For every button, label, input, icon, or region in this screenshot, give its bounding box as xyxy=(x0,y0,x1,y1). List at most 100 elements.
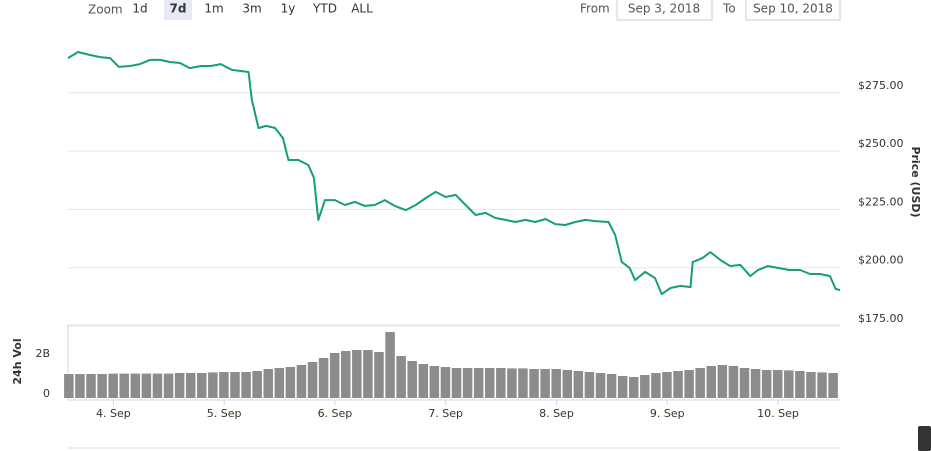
x-tick-label: 5. Sep xyxy=(207,407,242,420)
volume-bar xyxy=(761,370,772,398)
volume-bar xyxy=(274,368,285,398)
volume-bar xyxy=(352,350,362,398)
y-tick-label: 2B xyxy=(35,347,50,360)
volume-bar xyxy=(329,353,340,398)
range-selector: Zoom From Sep 3, 2018 To Sep 10, 2018 1d… xyxy=(88,0,841,21)
y-tick-label: $250.00 xyxy=(858,137,904,150)
x-tick-label: 4. Sep xyxy=(96,407,131,420)
x-tick-label: 8. Sep xyxy=(539,407,574,420)
volume-bar xyxy=(662,372,672,398)
volume-bar xyxy=(429,366,440,398)
zoom-button[interactable]: 3m xyxy=(238,0,266,20)
volume-bar xyxy=(728,366,739,398)
volume-bar xyxy=(230,372,240,398)
volume-bar xyxy=(540,369,550,398)
volume-bar xyxy=(374,352,384,398)
zoom-button-label[interactable]: 3m xyxy=(242,2,261,16)
volume-bar xyxy=(385,332,395,398)
volume-bar xyxy=(750,369,761,398)
volume-bar xyxy=(784,370,794,398)
volume-bar xyxy=(152,373,163,398)
to-label: To xyxy=(722,2,736,16)
volume-bar xyxy=(197,373,207,398)
volume-bar xyxy=(606,374,617,398)
volume-bar xyxy=(628,377,639,398)
volume-bar xyxy=(219,372,229,398)
to-value[interactable]: Sep 10, 2018 xyxy=(753,2,833,16)
x-tick-label: 6. Sep xyxy=(318,407,353,420)
x-tick-label: 9. Sep xyxy=(650,407,685,420)
x-tick-label: 10. Sep xyxy=(757,407,799,420)
volume-bar xyxy=(108,373,118,398)
volume-bar xyxy=(296,365,307,398)
volume-bar xyxy=(828,373,838,398)
from-label: From xyxy=(580,2,610,16)
volume-bar xyxy=(75,374,85,398)
volume-bar xyxy=(684,370,694,398)
volume-bar xyxy=(772,370,783,398)
y-tick-label: $175.00 xyxy=(858,312,904,325)
volume-bar xyxy=(407,361,417,398)
zoom-button-label[interactable]: ALL xyxy=(351,2,373,16)
volume-bar xyxy=(518,368,528,398)
volume-bar xyxy=(806,372,816,398)
volume-bar xyxy=(706,366,717,398)
y-tick-label: $200.00 xyxy=(858,254,904,267)
zoom-button-label[interactable]: 7d xyxy=(170,2,187,16)
volume-bar xyxy=(562,370,573,398)
volume-bar xyxy=(795,371,805,398)
zoom-button[interactable]: ALL xyxy=(346,0,378,20)
volume-bar xyxy=(64,374,74,398)
zoom-button-bg[interactable] xyxy=(164,0,192,20)
volume-bar xyxy=(584,372,595,398)
scroll-handle[interactable] xyxy=(918,426,931,451)
volume-bar xyxy=(595,373,606,398)
volume-bar xyxy=(252,371,262,398)
y-tick-label: 0 xyxy=(43,387,50,400)
zoom-button-label[interactable]: 1y xyxy=(281,2,296,16)
volume-bar xyxy=(651,373,661,398)
volume-bar xyxy=(817,372,827,398)
zoom-label: Zoom xyxy=(88,3,123,17)
x-tick-label: 7. Sep xyxy=(428,407,463,420)
zoom-button[interactable]: 1d xyxy=(126,0,154,20)
volume-bar xyxy=(573,371,584,398)
zoom-button-label[interactable]: 1d xyxy=(132,2,147,16)
to-input[interactable] xyxy=(745,0,841,21)
zoom-button[interactable]: 1y xyxy=(274,0,302,20)
volume-bar xyxy=(263,369,273,398)
volume-bar xyxy=(141,373,152,398)
y-axis-title: Price (USD) xyxy=(909,146,922,217)
from-value[interactable]: Sep 3, 2018 xyxy=(628,2,700,16)
volume-bar xyxy=(163,373,174,398)
volume-bar xyxy=(363,350,373,398)
y-tick-label: $225.00 xyxy=(858,195,904,208)
volume-bar xyxy=(418,364,429,398)
volume-bar xyxy=(285,367,296,398)
volume-bar xyxy=(717,365,728,398)
volume-bar xyxy=(174,373,185,398)
volume-bar xyxy=(86,374,96,398)
volume-bar xyxy=(529,369,539,398)
volume-bar xyxy=(440,367,451,398)
zoom-button[interactable]: 1m xyxy=(200,0,228,20)
zoom-button[interactable]: YTD xyxy=(309,0,341,20)
volume-bar xyxy=(617,376,628,398)
volume-bar xyxy=(673,371,683,398)
zoom-button[interactable]: 7d xyxy=(164,0,192,20)
volume-bar xyxy=(496,368,506,398)
price-panel: $175.00 $200.00 $225.00 $250.00 $275.00 Price… xyxy=(67,51,922,327)
volume-bar xyxy=(318,358,329,398)
volume-bar xyxy=(507,368,517,398)
zoom-button-label[interactable]: YTD xyxy=(312,2,337,16)
volume-bar xyxy=(739,368,750,398)
volume-bar xyxy=(396,356,406,398)
from-input[interactable] xyxy=(616,0,713,21)
volume-bar xyxy=(462,368,473,398)
volume-panel: 0 2B 24h Vol 4. Sep 5. Sep 6. Sep 7. Sep 8. Sep… xyxy=(11,324,840,420)
volume-bar xyxy=(208,372,218,398)
volume-bar xyxy=(451,368,462,398)
zoom-button-label[interactable]: 1m xyxy=(204,2,223,16)
volume-bar xyxy=(695,368,705,398)
